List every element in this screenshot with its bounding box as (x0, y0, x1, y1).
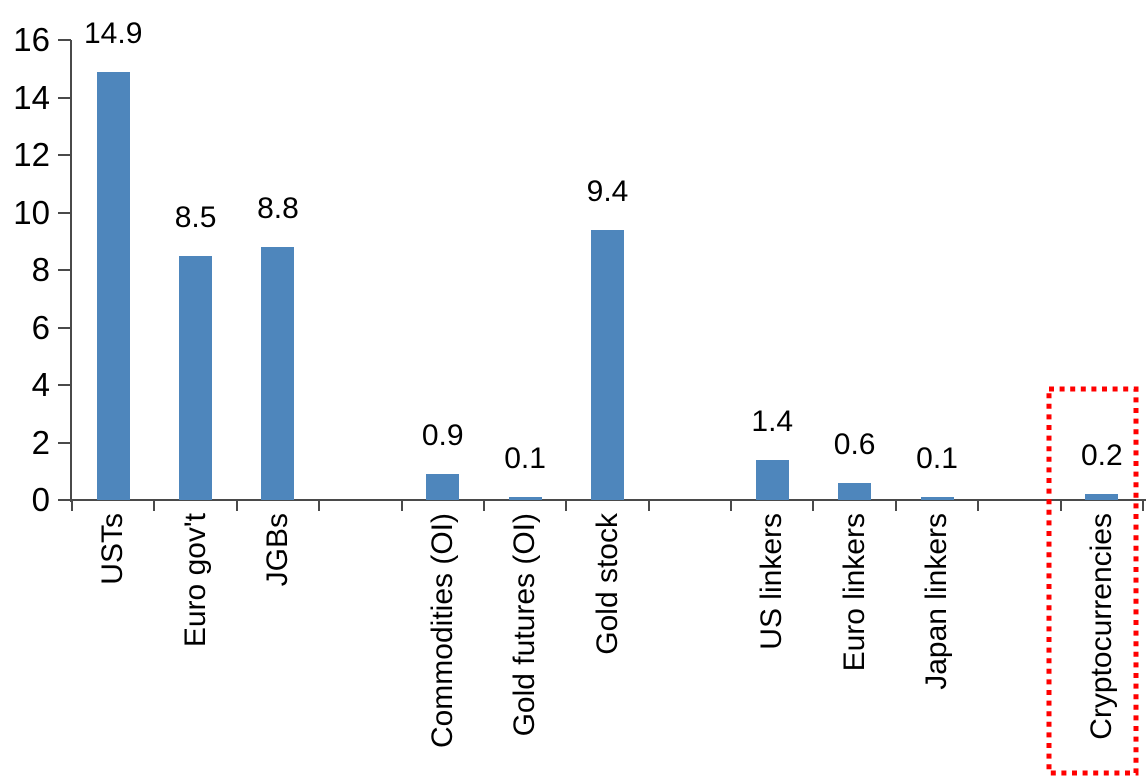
x-tick (153, 500, 156, 511)
y-tick-label: 0 (31, 481, 50, 518)
y-tick-label: 2 (31, 423, 50, 461)
highlight-box (1046, 386, 1140, 778)
y-tick (58, 154, 71, 156)
x-tick (812, 500, 815, 511)
x-axis-label: Euro gov't (178, 513, 212, 648)
bar-value-label: 0.2 (1080, 439, 1123, 473)
x-tick (647, 500, 650, 511)
x-tick (235, 500, 238, 511)
y-tick-label: 12 (13, 136, 50, 173)
x-axis-label: USTs (96, 513, 130, 585)
bar-value-label: 1.4 (751, 404, 794, 438)
x-axis-label: Commodities (OI) (425, 513, 459, 749)
y-tick (58, 269, 71, 271)
y-tick (58, 96, 71, 99)
y-tick-label: 14 (13, 78, 50, 116)
x-axis-label: Gold stock (590, 513, 624, 655)
bar-Euro linkers (838, 482, 872, 500)
bar-value-label: 0.9 (421, 419, 464, 453)
bar-Euro gov't (179, 255, 213, 500)
x-tick (1059, 500, 1062, 511)
y-tick (58, 384, 71, 386)
bar-value-label: 14.9 (83, 16, 143, 50)
x-tick (400, 500, 403, 511)
bar-Cryptocurrencies (1085, 494, 1119, 500)
x-axis-line (70, 499, 1146, 501)
bar-JGBs (261, 247, 295, 500)
y-tick (58, 441, 71, 444)
y-tick-label: 8 (31, 251, 50, 288)
bar-Commodities (OI) (426, 474, 460, 500)
x-tick (977, 500, 980, 511)
bar-value-label: 8.8 (257, 192, 299, 225)
y-tick (58, 499, 71, 501)
x-axis-label: JGBs (260, 513, 294, 587)
bar-value-label: 8.5 (174, 200, 217, 234)
bar-value-label: 9.4 (586, 174, 629, 208)
bar-value-label: 0.1 (504, 442, 546, 476)
x-tick (1142, 500, 1144, 511)
y-tick (58, 326, 71, 329)
y-tick-label: 16 (13, 21, 50, 58)
x-axis-label: Japan linkers (920, 513, 954, 690)
x-tick (71, 500, 73, 511)
y-tick (58, 39, 71, 41)
bar-Japan linkers (920, 497, 954, 500)
y-tick-label: 6 (31, 308, 50, 346)
bar-Gold stock (591, 229, 624, 500)
x-tick (482, 500, 485, 511)
x-tick (730, 500, 733, 511)
y-tick (58, 211, 71, 214)
x-axis-label: Euro linkers (837, 513, 871, 672)
y-axis-line (70, 40, 72, 502)
x-axis-label: US linkers (755, 513, 789, 650)
bar-value-label: 0.6 (833, 427, 876, 461)
bar-USTs (96, 71, 130, 500)
y-tick-label: 10 (13, 193, 50, 231)
bar-value-label: 0.1 (916, 442, 958, 476)
bar-US linkers (755, 459, 789, 500)
x-tick (565, 500, 568, 511)
x-tick (318, 500, 321, 511)
bar-Gold futures (OI) (508, 497, 542, 500)
y-tick-label: 4 (31, 366, 50, 403)
x-axis-label: Gold futures (OI) (508, 513, 542, 737)
x-tick (894, 500, 897, 511)
